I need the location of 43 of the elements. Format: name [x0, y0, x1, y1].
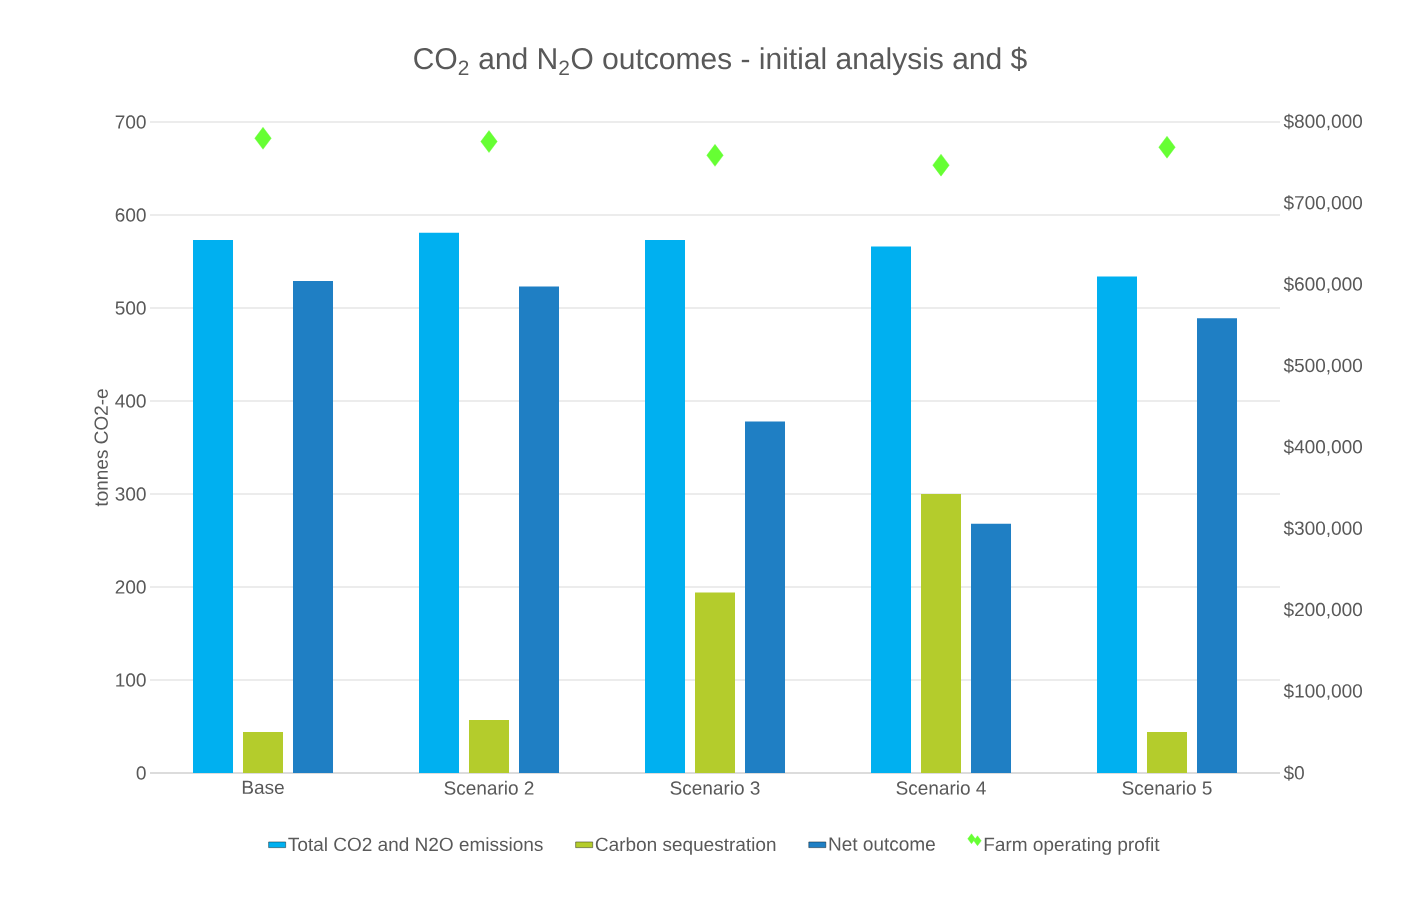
bar: [921, 494, 962, 773]
y-tick-label: 700: [115, 115, 146, 129]
x-tick-label: Scenario 3: [670, 780, 760, 795]
bar: [419, 232, 460, 773]
y2-tick-label: $300,000: [1283, 520, 1363, 538]
y-tick-label: 100: [116, 673, 146, 687]
y-tick-label: 200: [115, 580, 146, 594]
y-axis-title: tonnes CO2-e: [94, 389, 108, 507]
bar: [871, 246, 912, 773]
legend-label: Carbon sequestration: [595, 837, 776, 855]
y2-tick-label: $500,000: [1283, 357, 1363, 375]
bar: [469, 719, 510, 773]
bar: [1197, 318, 1237, 773]
bar: [695, 592, 736, 773]
legend-label: Farm operating profit: [984, 837, 1160, 855]
x-tick-label: Base: [242, 780, 284, 795]
y2-tick-label: $100,000: [1283, 683, 1363, 700]
y-tick-label: 300: [115, 487, 146, 501]
y2-tick-label: $600,000: [1283, 276, 1363, 293]
x-tick-label: Scenario 5: [1122, 780, 1212, 795]
y2-tick-label: $400,000: [1283, 439, 1363, 456]
y-tick-label: 0: [136, 766, 146, 780]
y2-tick-label: $800,000: [1283, 113, 1363, 131]
x-tick-label: Scenario 4: [896, 780, 986, 795]
bar: [293, 281, 334, 773]
bar: [519, 286, 560, 773]
bar: [243, 732, 284, 773]
bar: [1097, 276, 1138, 773]
bar: [193, 240, 234, 773]
bar: [1147, 732, 1187, 773]
bar: [745, 421, 786, 773]
y-tick-label: 400: [115, 394, 146, 408]
y2-tick-label: $700,000: [1283, 195, 1363, 212]
legend-label: Net outcome: [829, 837, 935, 851]
y2-tick-label: $0: [1283, 765, 1304, 781]
y2-tick-label: $200,000: [1283, 602, 1363, 619]
bar: [971, 523, 1011, 773]
x-tick-label: Scenario 2: [444, 780, 534, 795]
chart-title: CO$_{2}$ and N$_{2}$O outcomes - initial analysis and $: [414, 46, 1027, 76]
bar: [645, 240, 686, 773]
y-tick-label: 600: [115, 208, 146, 222]
legend-label: Total CO2 and N2O emissions: [288, 837, 543, 852]
y-tick-label: 500: [115, 301, 146, 315]
